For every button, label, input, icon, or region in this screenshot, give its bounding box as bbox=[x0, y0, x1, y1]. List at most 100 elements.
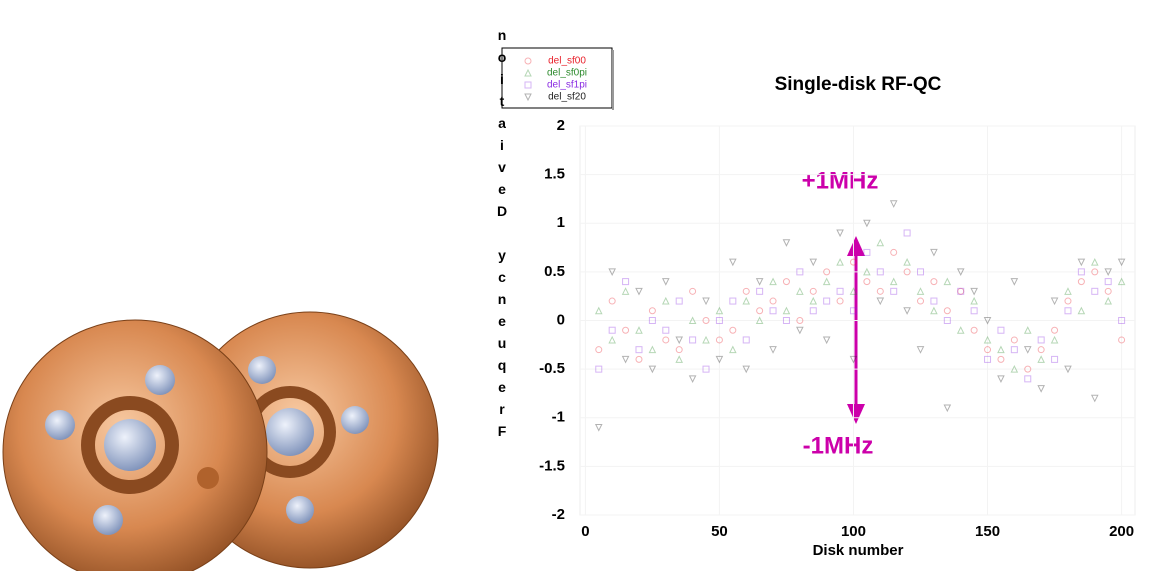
point bbox=[662, 326, 670, 334]
y-tick-label: 0.5 bbox=[544, 263, 565, 280]
point bbox=[782, 239, 791, 247]
point bbox=[622, 278, 630, 286]
point bbox=[1117, 258, 1126, 267]
point bbox=[943, 277, 952, 286]
point bbox=[970, 326, 978, 334]
y-tick-label: -1.5 bbox=[539, 457, 565, 474]
point bbox=[755, 278, 764, 286]
y-tick-label: -1 bbox=[552, 409, 565, 426]
point bbox=[1077, 268, 1085, 276]
legend-label: del_sf1pi bbox=[547, 80, 587, 91]
point bbox=[742, 296, 751, 305]
point bbox=[997, 326, 1005, 334]
point bbox=[889, 200, 898, 208]
point bbox=[621, 287, 630, 295]
point bbox=[863, 219, 871, 228]
point bbox=[983, 335, 992, 344]
point bbox=[1064, 365, 1072, 374]
point bbox=[594, 423, 603, 432]
point bbox=[1104, 278, 1112, 286]
point bbox=[729, 297, 737, 305]
legend-marker bbox=[524, 81, 532, 89]
y-tick-label: 1 bbox=[557, 214, 565, 231]
point bbox=[648, 365, 657, 374]
point bbox=[836, 287, 844, 295]
point bbox=[742, 336, 750, 344]
point bbox=[648, 345, 657, 354]
point bbox=[594, 306, 603, 315]
point bbox=[1010, 278, 1019, 286]
legend-marker bbox=[524, 57, 532, 65]
point bbox=[1118, 336, 1126, 344]
legend-marker bbox=[524, 93, 532, 102]
point bbox=[863, 267, 871, 276]
point bbox=[1023, 326, 1032, 334]
point bbox=[729, 258, 737, 267]
y-tick-label: -0.5 bbox=[539, 360, 565, 377]
point bbox=[1037, 385, 1045, 393]
point bbox=[756, 307, 764, 315]
point bbox=[689, 336, 697, 344]
x-tick-label: 50 bbox=[711, 523, 728, 540]
point bbox=[608, 268, 616, 276]
point bbox=[675, 336, 684, 345]
point bbox=[876, 297, 885, 306]
point bbox=[809, 307, 817, 315]
point bbox=[1104, 296, 1112, 305]
point bbox=[836, 297, 844, 305]
point bbox=[1024, 365, 1032, 373]
point bbox=[688, 316, 697, 324]
point bbox=[756, 287, 764, 295]
y-axis-label: Frequency Deviation [m bbox=[494, 0, 510, 445]
point bbox=[675, 297, 683, 305]
point bbox=[1010, 346, 1018, 354]
point bbox=[1091, 268, 1099, 276]
point bbox=[916, 287, 925, 295]
legend-label: del_sf00 bbox=[548, 56, 586, 67]
arrow-head bbox=[847, 236, 865, 256]
point bbox=[635, 346, 643, 354]
point bbox=[769, 346, 777, 354]
point bbox=[661, 296, 670, 305]
point bbox=[755, 316, 764, 324]
point bbox=[983, 317, 992, 325]
point bbox=[1118, 317, 1126, 324]
point bbox=[984, 355, 992, 363]
point bbox=[930, 248, 938, 257]
point bbox=[849, 258, 857, 266]
point bbox=[702, 335, 710, 344]
point bbox=[715, 355, 724, 364]
point bbox=[595, 365, 603, 373]
point bbox=[889, 277, 898, 286]
point bbox=[608, 335, 616, 344]
point bbox=[782, 317, 790, 324]
point bbox=[796, 268, 804, 276]
point bbox=[635, 326, 643, 334]
point bbox=[608, 326, 616, 334]
point bbox=[1064, 307, 1072, 315]
point bbox=[1023, 346, 1032, 354]
point bbox=[863, 248, 871, 256]
y-tick-label: 2 bbox=[557, 117, 565, 134]
legend-label: del_sf0pi bbox=[547, 68, 587, 79]
point bbox=[1037, 355, 1045, 363]
point bbox=[997, 375, 1005, 383]
point bbox=[836, 229, 844, 238]
point bbox=[1010, 336, 1018, 344]
x-axis-label: Disk number bbox=[813, 542, 904, 559]
point bbox=[1090, 258, 1099, 266]
point bbox=[876, 287, 884, 295]
point bbox=[715, 317, 723, 324]
arrow-head bbox=[847, 404, 865, 424]
point bbox=[689, 287, 697, 295]
point bbox=[1064, 287, 1072, 295]
point bbox=[957, 287, 965, 295]
point bbox=[729, 326, 737, 334]
point bbox=[742, 365, 751, 374]
legend-label: del_sf20 bbox=[548, 92, 586, 103]
point bbox=[702, 297, 710, 306]
point bbox=[742, 287, 750, 295]
point bbox=[876, 268, 884, 276]
point bbox=[930, 278, 938, 286]
